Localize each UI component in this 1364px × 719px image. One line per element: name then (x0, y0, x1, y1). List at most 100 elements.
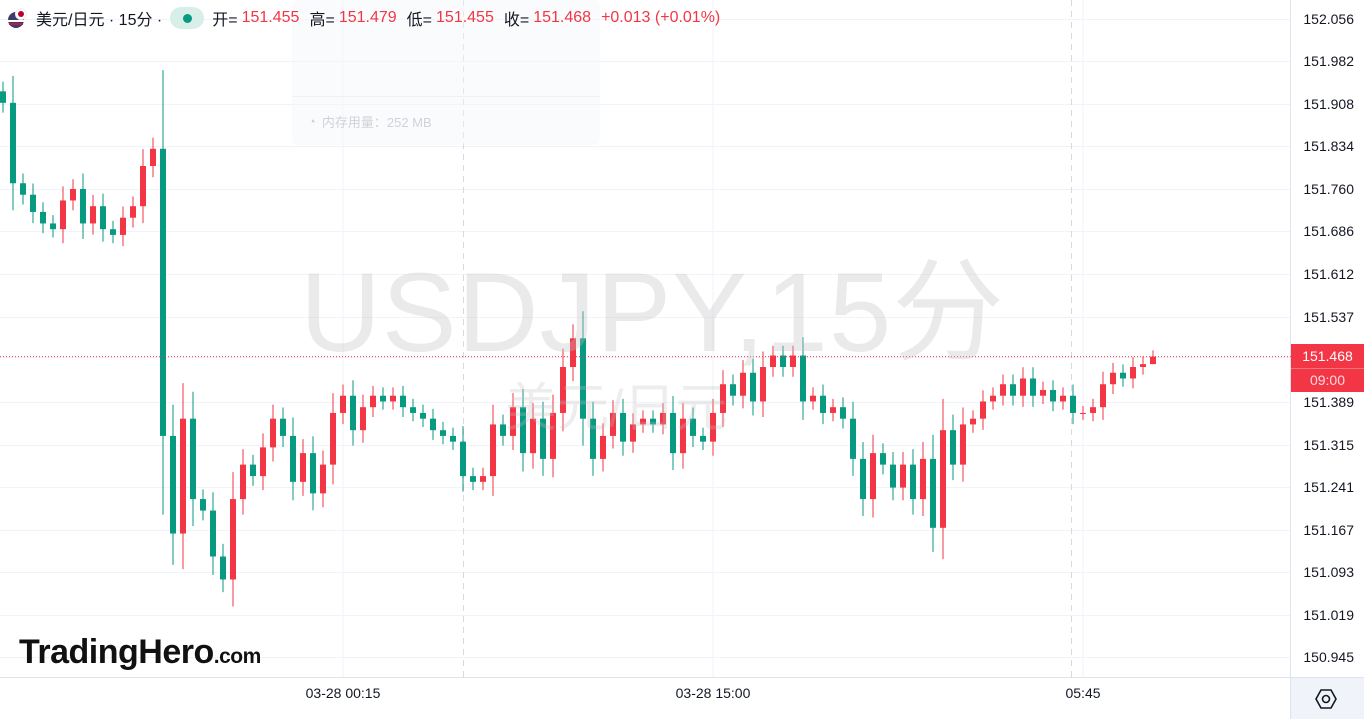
candle-body (970, 418, 976, 425)
candle (1100, 371, 1106, 420)
candle-body (270, 418, 276, 448)
candle (350, 380, 356, 446)
candle-body (150, 148, 156, 167)
candle-body (710, 412, 716, 442)
candle (900, 451, 906, 501)
candle (90, 195, 96, 235)
candle-body (1120, 372, 1126, 379)
candle (380, 387, 386, 410)
candle-body (80, 188, 86, 224)
current-price-tag: 151.468 09:00 (1291, 343, 1364, 392)
candle (1010, 374, 1016, 406)
candle-body (820, 395, 826, 413)
candle (200, 489, 206, 521)
candle-body (300, 453, 306, 482)
candle-body (420, 412, 426, 419)
candle-body (630, 424, 636, 442)
candle (510, 393, 516, 450)
candle (800, 337, 806, 420)
candle-body (740, 372, 746, 396)
candle-body (310, 453, 316, 494)
candle (550, 394, 556, 478)
candle-body (40, 211, 46, 224)
settings-gear-icon[interactable] (1314, 687, 1338, 711)
candle-body (590, 418, 596, 459)
candle-body (130, 206, 136, 218)
candle (880, 443, 886, 475)
candle-body (660, 412, 666, 425)
market-status-button[interactable] (170, 7, 205, 29)
candle (930, 434, 936, 552)
candle (300, 439, 306, 496)
open-label: 开= (212, 12, 238, 29)
candle (950, 414, 956, 481)
candle-body (530, 418, 536, 454)
candle (450, 427, 456, 450)
candle (1000, 374, 1006, 406)
candle-body (430, 418, 436, 431)
candle (1150, 350, 1156, 365)
candle (520, 388, 526, 472)
memory-text: 内存用量：252 MB (321, 115, 432, 130)
candle (330, 393, 336, 485)
close-value: 151.468 (533, 9, 592, 26)
candle (280, 407, 286, 448)
candle-body (470, 476, 476, 482)
price-tick-label: 152.056 (1303, 11, 1354, 27)
symbol-title[interactable]: 美元/日元 · 15分 · (36, 12, 163, 29)
settings-area (1291, 678, 1364, 719)
candle (670, 396, 676, 471)
candle-body (1150, 356, 1156, 365)
candle (490, 404, 496, 496)
candle (160, 70, 166, 515)
candle-body (980, 401, 986, 419)
change-value: +0.013 (+0.01%) (601, 9, 721, 26)
candle-body (1060, 395, 1066, 402)
candle (20, 173, 26, 205)
candle (1130, 357, 1136, 389)
candle (1140, 356, 1146, 375)
candle-body (540, 418, 546, 459)
candle (780, 345, 786, 377)
candle-body (700, 435, 706, 442)
price-tick-label: 151.167 (1303, 521, 1354, 538)
low-value: 151.455 (436, 9, 494, 26)
candle (190, 391, 196, 527)
price-tick-label: 151.612 (1303, 265, 1354, 282)
candle (500, 414, 506, 446)
candle-body (340, 395, 346, 413)
price-tick-label: 151.241 (1303, 479, 1354, 496)
candle-body (920, 458, 926, 500)
candle (370, 385, 376, 417)
candle-body (1030, 378, 1036, 396)
candle-body (350, 395, 356, 431)
candle-body (1140, 364, 1146, 367)
candle-body (810, 395, 816, 402)
candle (1060, 387, 1066, 410)
low-label: 低= (406, 12, 433, 29)
candle (270, 404, 276, 462)
grid (0, 0, 1290, 677)
candle-body (190, 418, 196, 500)
candle (740, 360, 746, 409)
candle-body (670, 412, 676, 454)
candle (770, 345, 776, 377)
candle-body (620, 412, 626, 442)
candle-body (550, 412, 556, 459)
candle-body (480, 476, 486, 482)
candle-body (650, 418, 656, 425)
candle-body (490, 424, 496, 477)
candle (420, 404, 426, 428)
candle (360, 394, 366, 443)
candle (400, 385, 406, 417)
candle-body (100, 206, 106, 230)
candle-body (20, 183, 26, 195)
candle (980, 390, 986, 430)
candle-body (200, 499, 206, 511)
candle-body (1130, 367, 1136, 379)
candle (170, 404, 176, 565)
gauge-icon: ◔ (308, 114, 316, 129)
candle-body (520, 407, 526, 454)
candle-body (840, 407, 846, 419)
